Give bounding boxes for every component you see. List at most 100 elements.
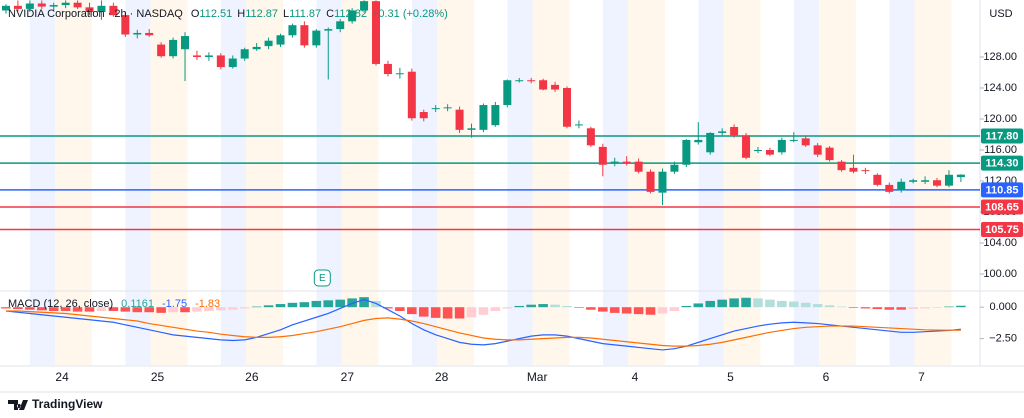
x-tick-label: 28 [435, 370, 449, 384]
histogram-bar [693, 303, 704, 308]
histogram-bar [263, 305, 274, 308]
histogram-bar [633, 307, 644, 315]
candle-body [527, 80, 536, 82]
histogram-bar [108, 307, 119, 311]
histogram-bar [956, 305, 966, 308]
histogram-bar [180, 307, 190, 313]
candle-body [873, 174, 882, 185]
candle-body [682, 139, 691, 165]
histogram-bar [287, 302, 298, 308]
x-tick-label: Mar [527, 370, 548, 384]
candle-body [742, 135, 751, 158]
logo-icon [8, 400, 28, 410]
level-label-bg [981, 221, 1023, 237]
premarket-band [316, 0, 342, 365]
x-tick-label: 24 [55, 370, 69, 384]
histogram-bar [657, 307, 668, 314]
histogram-bar [13, 307, 23, 310]
event-marker[interactable] [313, 269, 331, 287]
level-label: 105.75 [985, 224, 1019, 236]
macd-pane [1, 297, 966, 351]
histogram-bar [84, 307, 95, 312]
candle-body [383, 63, 392, 75]
y-tick-label: 100.00 [983, 268, 1017, 280]
candle-body [49, 5, 58, 7]
level-label: 108.65 [985, 201, 1019, 213]
candle-body [276, 35, 285, 45]
candle-body [539, 80, 548, 90]
histogram-bar [454, 307, 465, 319]
candle-body [312, 30, 321, 46]
histogram-value: 0.1161 [121, 298, 154, 310]
candle-body [443, 107, 452, 109]
candle-body [801, 138, 810, 146]
histogram-bar [395, 307, 405, 311]
x-tick-label: 5 [727, 370, 734, 384]
candle-body [348, 10, 357, 22]
candle-body [885, 184, 894, 192]
histogram-bar [789, 301, 799, 308]
candle-body [730, 126, 739, 136]
histogram-bar [800, 302, 811, 308]
candle-body [944, 174, 953, 186]
candle-body [467, 128, 476, 130]
histogram-bar [848, 307, 859, 308]
indicator-title: MACD (12, 26, close) [8, 298, 113, 310]
candle-body [933, 180, 942, 186]
ohlc-key: C [326, 8, 334, 20]
macd-line [5, 299, 961, 351]
histogram-bar [37, 307, 47, 311]
histogram-bar [251, 306, 262, 308]
ohlc-value: 112.82 [334, 8, 367, 20]
candle-body [121, 15, 130, 35]
y-tick-label: 128.00 [983, 51, 1017, 63]
histogram-bar [729, 298, 739, 308]
candle-body [765, 150, 774, 155]
candle-body [718, 131, 727, 133]
histogram-bar [514, 305, 525, 308]
candle-body [479, 105, 488, 130]
histogram-bar [777, 300, 787, 308]
histogram-bar [932, 307, 942, 308]
candle-body [85, 7, 94, 13]
candle-body [921, 180, 930, 182]
histogram-bar [144, 307, 154, 313]
histogram-bar [120, 307, 131, 312]
histogram-bar [574, 307, 584, 308]
candle-body [336, 21, 345, 30]
y-tick-label: −2.50 [989, 333, 1017, 345]
candle-body [455, 109, 464, 130]
histogram-bar [299, 302, 310, 308]
currency: USD [989, 8, 1012, 20]
histogram-bar [418, 307, 429, 317]
macd-value: -1.75 [162, 298, 187, 310]
histogram-bar [872, 307, 883, 310]
candle-body [789, 139, 798, 141]
signal-line [5, 310, 961, 347]
candle-body [622, 161, 631, 164]
candle-body [419, 112, 428, 119]
histogram-bar [908, 307, 918, 310]
symbol-title: NVIDIA Corporation · 2h · NASDAQ [8, 8, 183, 20]
histogram-bar [132, 307, 143, 313]
histogram-bar [48, 307, 59, 311]
candle-body [646, 171, 655, 192]
candle-body [813, 145, 822, 155]
histogram-bar [598, 307, 608, 312]
histogram-bar [538, 304, 548, 308]
candle-body [586, 128, 595, 146]
premarket-band [412, 0, 437, 365]
macd-legend: MACD (12, 26, close) 0.1161 -1.75 -1.83 [8, 298, 220, 310]
ohlc-value: 112.87 [245, 8, 278, 20]
x-tick-label: 27 [341, 370, 355, 384]
candle-body [515, 80, 524, 82]
candle-body [634, 161, 643, 172]
candle-body [849, 167, 858, 172]
premarket-band [603, 0, 628, 365]
candle-body [825, 147, 834, 161]
ohlc-value: 111.87 [289, 8, 321, 20]
histogram-bar [60, 307, 71, 311]
afterhours-band [246, 0, 283, 365]
histogram-bar [156, 307, 166, 313]
